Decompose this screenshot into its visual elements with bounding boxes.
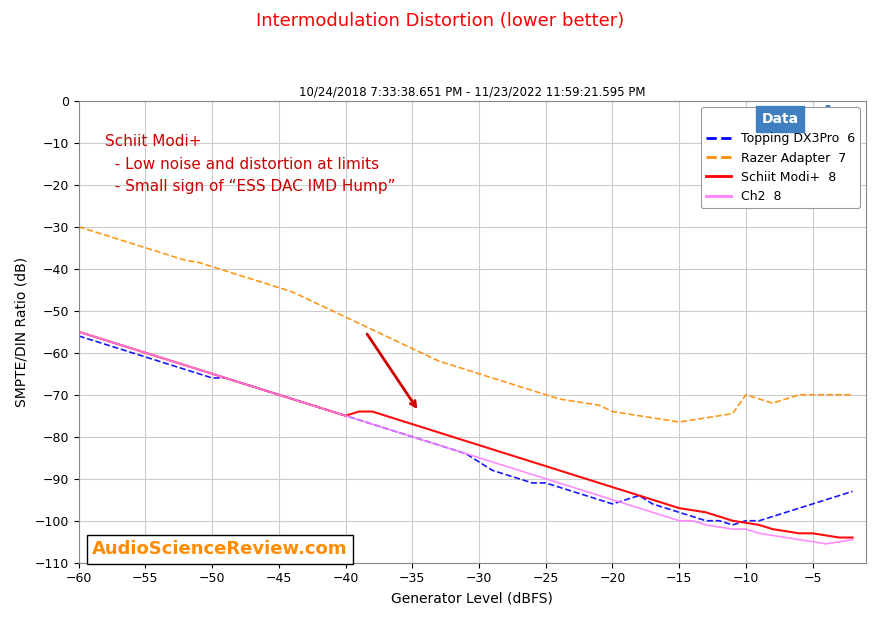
Text: Schiit Modi+
  - Low noise and distortion at limits
  - Small sign of “ESS DAC I: Schiit Modi+ - Low noise and distortion … [106, 135, 396, 194]
Title: 10/24/2018 7:33:38.651 PM - 11/23/2022 11:59:21.595 PM: 10/24/2018 7:33:38.651 PM - 11/23/2022 1… [299, 85, 646, 98]
Text: Aр: Aр [819, 104, 846, 122]
Text: AudioScienceReview.com: AudioScienceReview.com [92, 540, 347, 559]
X-axis label: Generator Level (dBFS): Generator Level (dBFS) [391, 591, 553, 605]
Text: Intermodulation Distortion (lower better): Intermodulation Distortion (lower better… [256, 12, 625, 30]
Y-axis label: SMPTE/DIN Ratio (dB): SMPTE/DIN Ratio (dB) [15, 257, 29, 407]
Legend: Topping DX3Pro  6, Razer Adapter  7, Schiit Modi+  8, Ch2  8: Topping DX3Pro 6, Razer Adapter 7, Schii… [700, 107, 860, 208]
